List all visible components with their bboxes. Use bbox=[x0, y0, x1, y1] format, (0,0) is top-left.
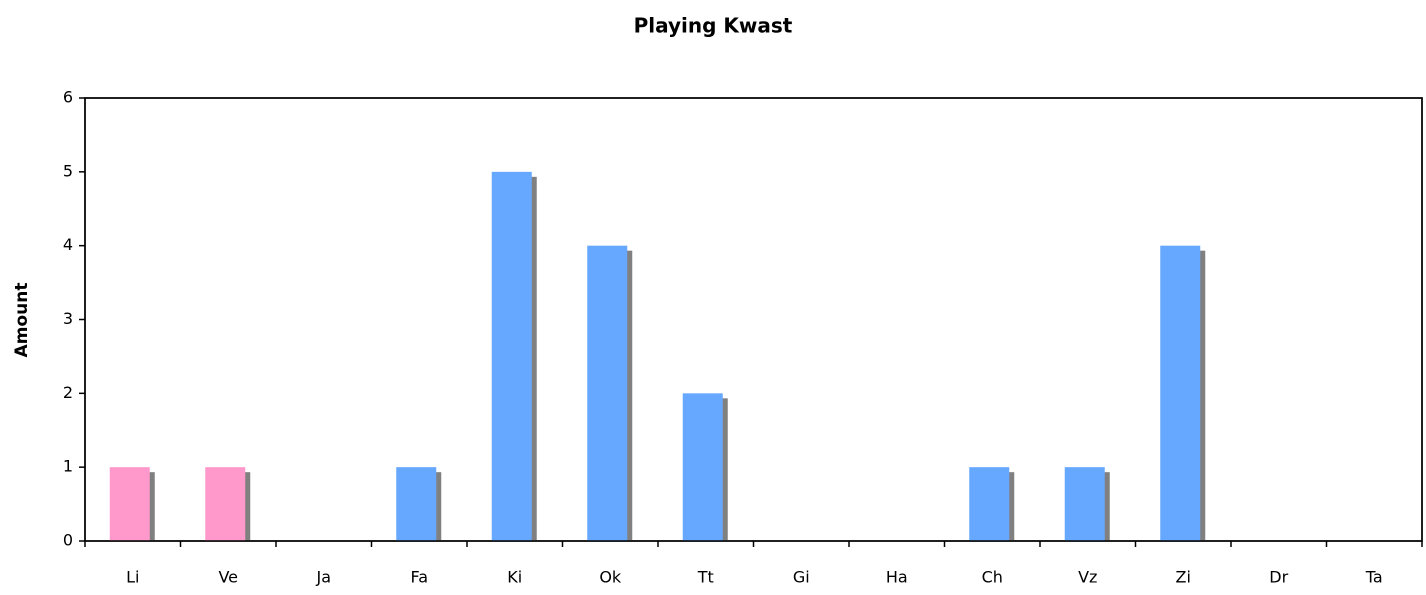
y-tick-label: 1 bbox=[63, 457, 73, 476]
y-tick-label: 2 bbox=[63, 383, 73, 402]
bar bbox=[1160, 245, 1201, 541]
x-tick-label: Ve bbox=[218, 568, 238, 587]
x-tick-label: Gi bbox=[793, 568, 810, 587]
y-tick-label: 0 bbox=[63, 531, 73, 550]
y-tick-label: 6 bbox=[63, 88, 73, 107]
bar bbox=[587, 245, 628, 541]
bar bbox=[396, 467, 437, 541]
y-tick-label: 5 bbox=[63, 161, 73, 180]
bar bbox=[205, 467, 246, 541]
chart-title: Playing Kwast bbox=[634, 14, 793, 38]
x-tick-label: Vz bbox=[1078, 568, 1097, 587]
x-tick-label: Ha bbox=[886, 568, 908, 587]
bar bbox=[109, 467, 150, 541]
y-tick-label: 4 bbox=[63, 235, 73, 254]
x-tick-label: Ja bbox=[315, 568, 331, 587]
bar bbox=[1064, 467, 1105, 541]
y-axis-label: Amount bbox=[12, 283, 32, 358]
x-tick-label: Li bbox=[126, 568, 139, 587]
plot-area bbox=[84, 97, 1423, 542]
bar bbox=[682, 393, 723, 541]
x-tick-label: Ta bbox=[1365, 568, 1383, 587]
x-tick-label: Zi bbox=[1176, 568, 1191, 587]
bar bbox=[491, 171, 532, 542]
x-tick-label: Fa bbox=[410, 568, 428, 587]
x-tick-label: Dr bbox=[1269, 568, 1288, 587]
x-tick-label: Ok bbox=[599, 568, 622, 587]
x-tick-label: Tt bbox=[697, 568, 714, 587]
bar bbox=[969, 467, 1010, 541]
x-tick-label: Ki bbox=[507, 568, 522, 587]
x-tick-label: Ch bbox=[982, 568, 1003, 587]
y-tick-label: 3 bbox=[63, 309, 73, 328]
plot-frame bbox=[84, 97, 1423, 542]
